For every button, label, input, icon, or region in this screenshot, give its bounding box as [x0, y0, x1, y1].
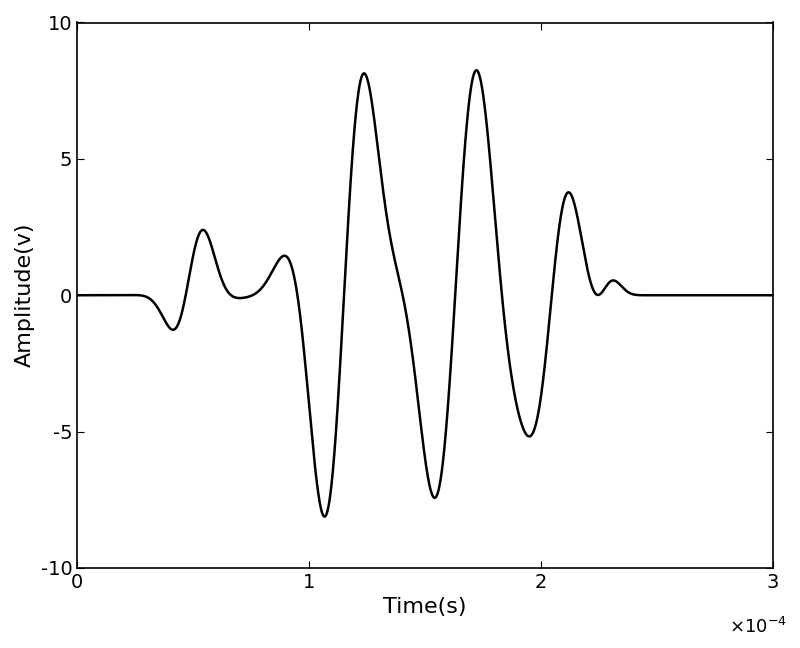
- X-axis label: Time(s): Time(s): [383, 597, 466, 618]
- Text: $\times 10^{-4}$: $\times 10^{-4}$: [729, 617, 786, 637]
- Y-axis label: Amplitude(v): Amplitude(v): [15, 223, 35, 367]
